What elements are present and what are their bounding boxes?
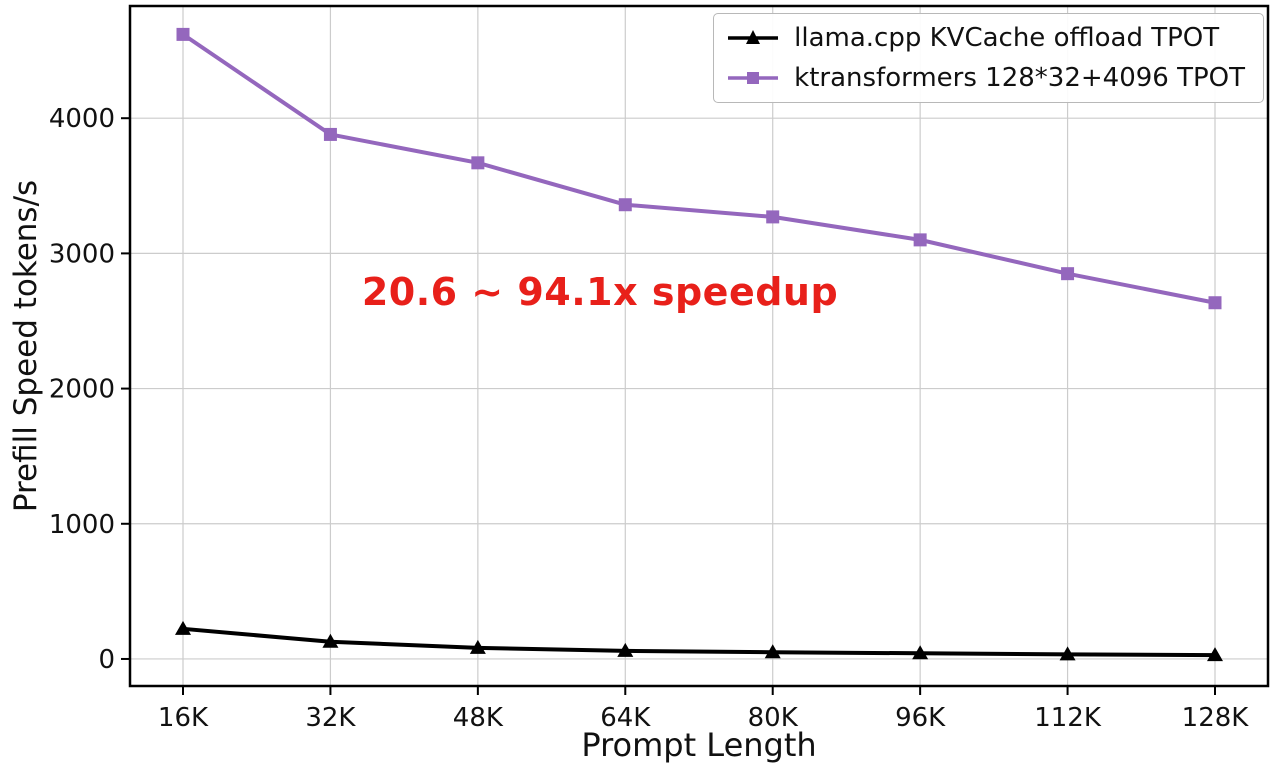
legend-item: llama.cpp KVCache offload TPOT xyxy=(726,23,1245,53)
x-axis-label: Prompt Length xyxy=(581,726,817,764)
triangle-marker xyxy=(322,633,339,648)
triangle-marker xyxy=(617,642,634,657)
svg-text:96K: 96K xyxy=(895,703,946,733)
legend-label: ktransformers 128*32+4096 TPOT xyxy=(794,63,1245,93)
triangle-marker xyxy=(764,644,781,659)
svg-text:1000: 1000 xyxy=(49,510,115,540)
series-line xyxy=(181,626,1217,658)
svg-text:128K: 128K xyxy=(1182,703,1250,733)
triangle-marker xyxy=(469,639,486,654)
series-llama-cpp xyxy=(175,620,1223,662)
square-marker xyxy=(1208,296,1222,310)
y-axis-label: Prefill Speed tokens/s xyxy=(8,179,44,513)
legend-item: ktransformers 128*32+4096 TPOT xyxy=(726,63,1245,93)
square-marker xyxy=(176,27,190,41)
series-ktransformers xyxy=(176,27,1222,310)
chart-legend: llama.cpp KVCache offload TPOT ktransform… xyxy=(713,13,1264,103)
speedup-annotation: 20.6 ~ 94.1x speedup xyxy=(361,270,839,314)
triangle-marker xyxy=(175,620,191,635)
legend-label: llama.cpp KVCache offload TPOT xyxy=(794,23,1220,53)
svg-text:64K: 64K xyxy=(600,703,651,733)
square-marker-sample-icon xyxy=(728,72,779,84)
svg-text:112K: 112K xyxy=(1034,703,1102,733)
svg-text:80K: 80K xyxy=(748,703,799,733)
x-tick-labels: 16K 32K 48K 64K 80K 96K 112K 128K xyxy=(158,703,1249,733)
svg-text:0: 0 xyxy=(98,645,115,675)
triangle-marker xyxy=(1207,647,1223,662)
square-marker xyxy=(471,156,485,170)
series-line xyxy=(181,32,1217,305)
svg-text:4000: 4000 xyxy=(49,104,115,134)
y-tick-labels: 0 1000 2000 3000 4000 xyxy=(49,104,115,675)
svg-text:16K: 16K xyxy=(158,703,209,733)
plot-frame xyxy=(128,4,1270,688)
svg-text:32K: 32K xyxy=(305,703,356,733)
svg-text:3000: 3000 xyxy=(49,239,115,269)
square-marker xyxy=(1061,267,1075,281)
grid-lines xyxy=(130,6,1268,686)
square-marker xyxy=(618,198,632,212)
triangle-marker xyxy=(912,645,929,660)
square-marker xyxy=(766,210,780,224)
triangle-marker xyxy=(1059,646,1076,661)
triangle-marker-sample-icon xyxy=(728,30,779,44)
square-marker xyxy=(323,127,337,141)
axis-ticks xyxy=(121,117,1216,695)
svg-text:2000: 2000 xyxy=(49,375,115,405)
svg-text:48K: 48K xyxy=(453,703,504,733)
square-marker xyxy=(913,233,927,247)
